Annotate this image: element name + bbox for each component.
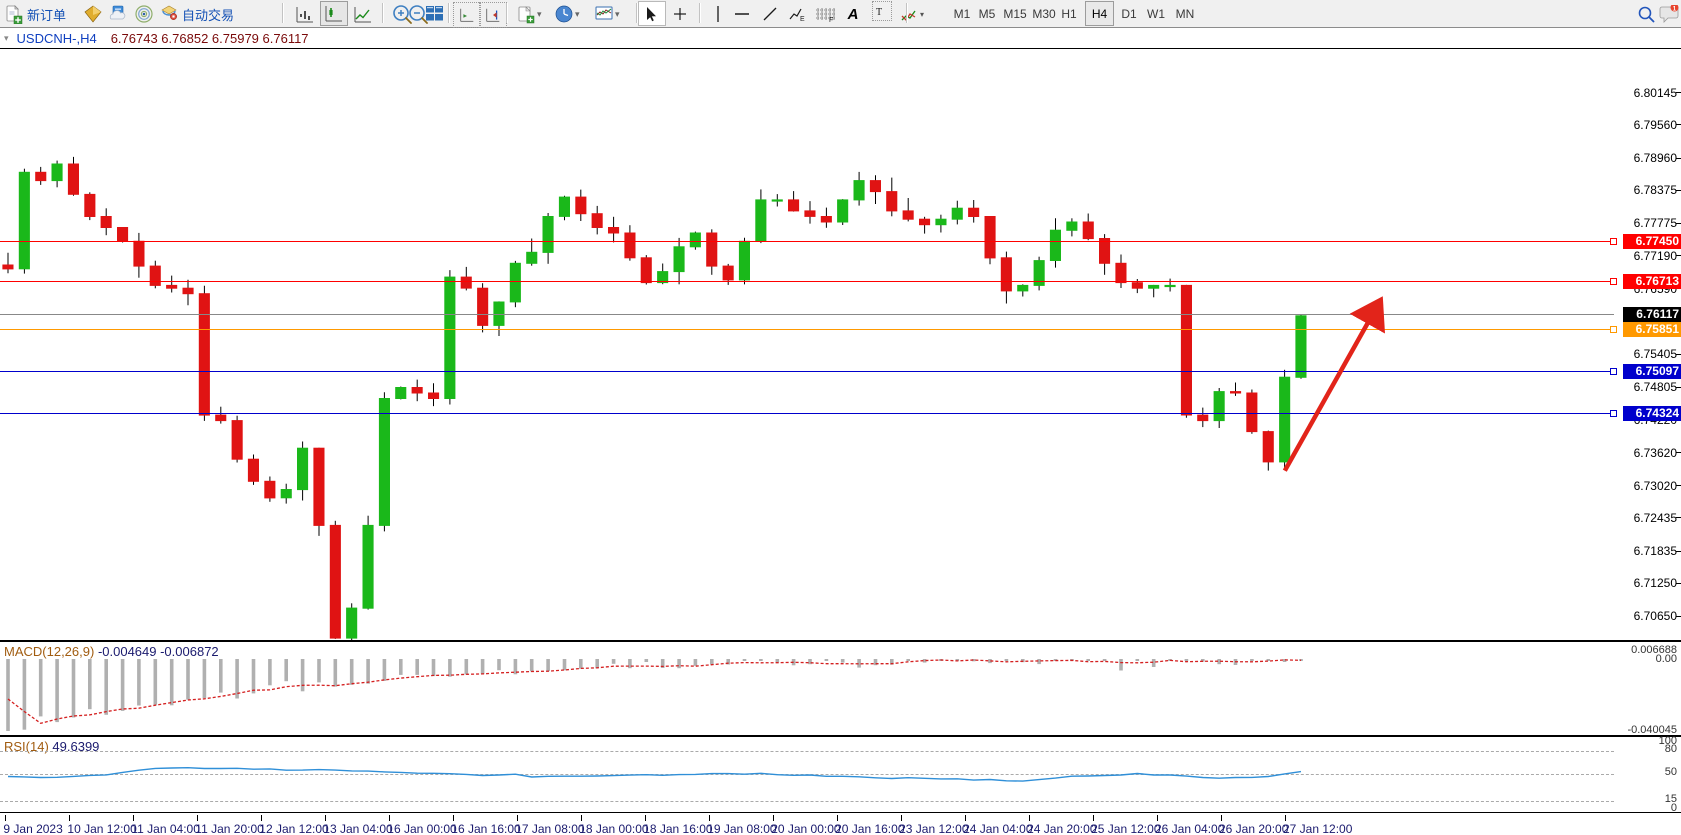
svg-text:T: T [876, 7, 882, 18]
svg-text:E: E [800, 16, 805, 23]
svg-text:F: F [829, 17, 833, 23]
